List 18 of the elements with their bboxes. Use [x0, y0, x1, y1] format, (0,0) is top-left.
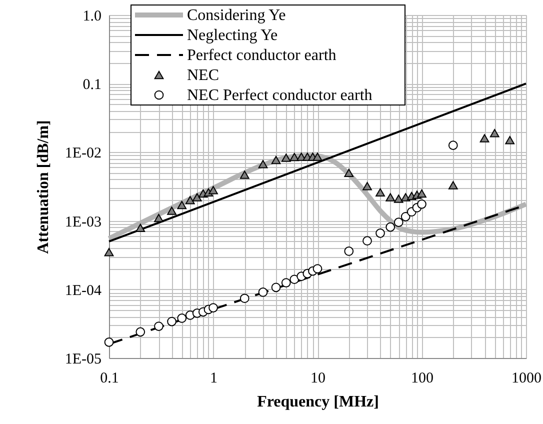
- y-tick-label: 1E-02: [64, 146, 102, 162]
- x-axis-title: Frequency [MHz]: [257, 394, 379, 410]
- x-tick-label: 10: [310, 370, 326, 386]
- y-tick-label: 1E-05: [64, 352, 102, 368]
- x-tick-label: 1000: [512, 370, 542, 386]
- x-tick-label: 100: [411, 370, 434, 386]
- y-axis-title: Attenuation [dB/m]: [34, 120, 52, 254]
- x-tick-label: 0.1: [100, 370, 119, 386]
- y-tick-label: 1E-04: [64, 282, 102, 299]
- legend-label: Considering Ye: [187, 7, 286, 24]
- legend-label: Perfect conductor earth: [187, 47, 336, 64]
- legend-label: NEC Perfect conductor earth: [187, 87, 372, 104]
- y-tick-label: 0.1: [82, 77, 102, 94]
- legend-label: NEC: [187, 67, 219, 84]
- y-tick-label: 1E-03: [64, 214, 102, 230]
- x-tick-label: 1: [210, 370, 218, 386]
- legend-label: Neglecting Ye: [187, 27, 278, 44]
- y-tick-label: 1.0: [82, 8, 102, 24]
